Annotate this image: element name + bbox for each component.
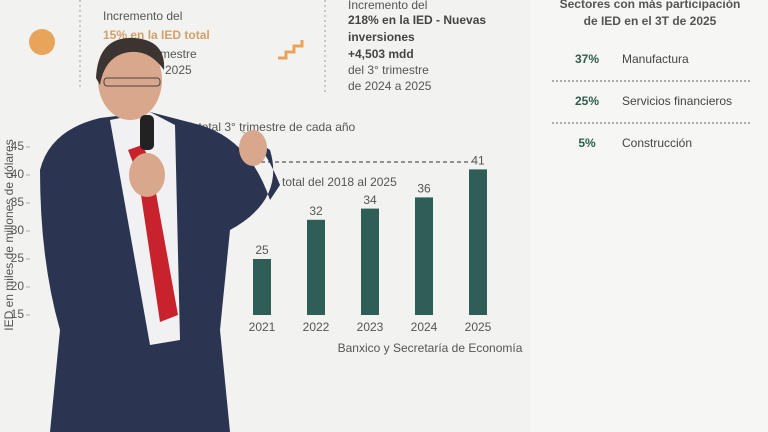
bar [415, 197, 433, 315]
head [98, 40, 162, 120]
sector-percent: 37% [575, 52, 599, 66]
stat-headline: 218% en la IED - Nuevas [348, 13, 486, 27]
x-tick-label: 2021 [249, 320, 276, 334]
glasses [103, 77, 161, 87]
y-tick-label: 40 [11, 167, 25, 181]
value-label: 25 [255, 243, 269, 257]
stairs-icon [278, 40, 304, 60]
y-tick-label: 45 [11, 139, 25, 153]
stat-text: del 3° trimestre [348, 63, 429, 77]
value-label: 36 [417, 182, 431, 196]
source: Banxico y Secretaría de Economía [338, 341, 523, 355]
sectors-title: Sectores con más participación [560, 0, 741, 11]
hair [96, 37, 165, 85]
y-tick-label: 30 [11, 223, 25, 237]
sector-name: Manufactura [622, 52, 689, 66]
stat-text: de 2024 a 2025 [348, 79, 432, 93]
y-tick-label: 25 [11, 251, 25, 265]
y-tick-label: 35 [11, 195, 25, 209]
sector-percent: 25% [575, 94, 599, 108]
bar [253, 259, 271, 315]
sector-name: Servicios financieros [622, 94, 732, 108]
bar [307, 219, 325, 315]
side-panel [530, 0, 768, 432]
speaker [40, 37, 280, 432]
annotation: total del 2018 al 2025 [282, 175, 397, 189]
value-label: 32 [309, 204, 323, 218]
stat-text: Incremento del [103, 9, 182, 23]
stat-text: 2025 [165, 63, 192, 77]
stat-amount: +4,503 mdd [348, 47, 414, 61]
globe-icon [29, 29, 55, 55]
bar [469, 169, 487, 315]
y-tick-label: 15 [11, 307, 25, 321]
sector-name: Construcción [622, 136, 692, 150]
value-label: 41 [471, 154, 485, 168]
x-tick-label: 2023 [357, 320, 384, 334]
sector-percent: 5% [578, 136, 596, 150]
bar [361, 208, 379, 315]
x-tick-label: 2025 [465, 320, 492, 334]
stat-text: Incremento del [348, 0, 427, 12]
chart: IED total 3° trimestre de cada año IED en… [2, 120, 491, 334]
y-tick-label: 20 [11, 279, 25, 293]
hand [239, 130, 267, 166]
x-tick-label: 2024 [411, 320, 438, 334]
stat-headline: inversiones [348, 30, 415, 44]
hand [129, 153, 165, 197]
value-label: 34 [363, 193, 377, 207]
sectors-title: de IED en el 3T de 2025 [584, 14, 717, 28]
chart-title: IED total 3° trimestre de cada año [175, 120, 356, 134]
sectors: 37% Manufactura 25% Servicios financieros 5%… [552, 52, 750, 150]
y-axis-label: IED en miles de millones de dólares [2, 139, 16, 330]
microphone [140, 115, 154, 150]
x-tick-label: 2022 [303, 320, 330, 334]
